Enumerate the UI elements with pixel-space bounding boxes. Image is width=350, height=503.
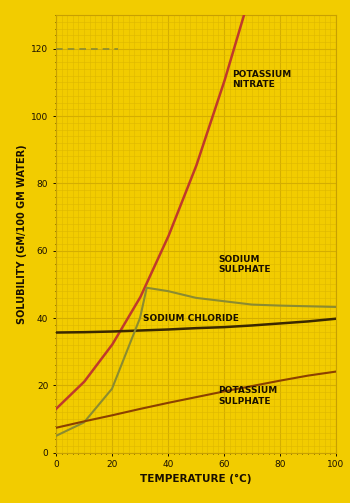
Y-axis label: SOLUBILITY (GM/100 GM WATER): SOLUBILITY (GM/100 GM WATER) xyxy=(17,144,27,324)
Text: SODIUM CHLORIDE: SODIUM CHLORIDE xyxy=(143,314,239,323)
Text: POTASSIUM
SULPHATE: POTASSIUM SULPHATE xyxy=(218,386,278,405)
Text: POTASSIUM
NITRATE: POTASSIUM NITRATE xyxy=(232,70,292,89)
X-axis label: TEMPERATURE (°C): TEMPERATURE (°C) xyxy=(140,473,252,483)
Text: SODIUM
SULPHATE: SODIUM SULPHATE xyxy=(218,255,271,274)
